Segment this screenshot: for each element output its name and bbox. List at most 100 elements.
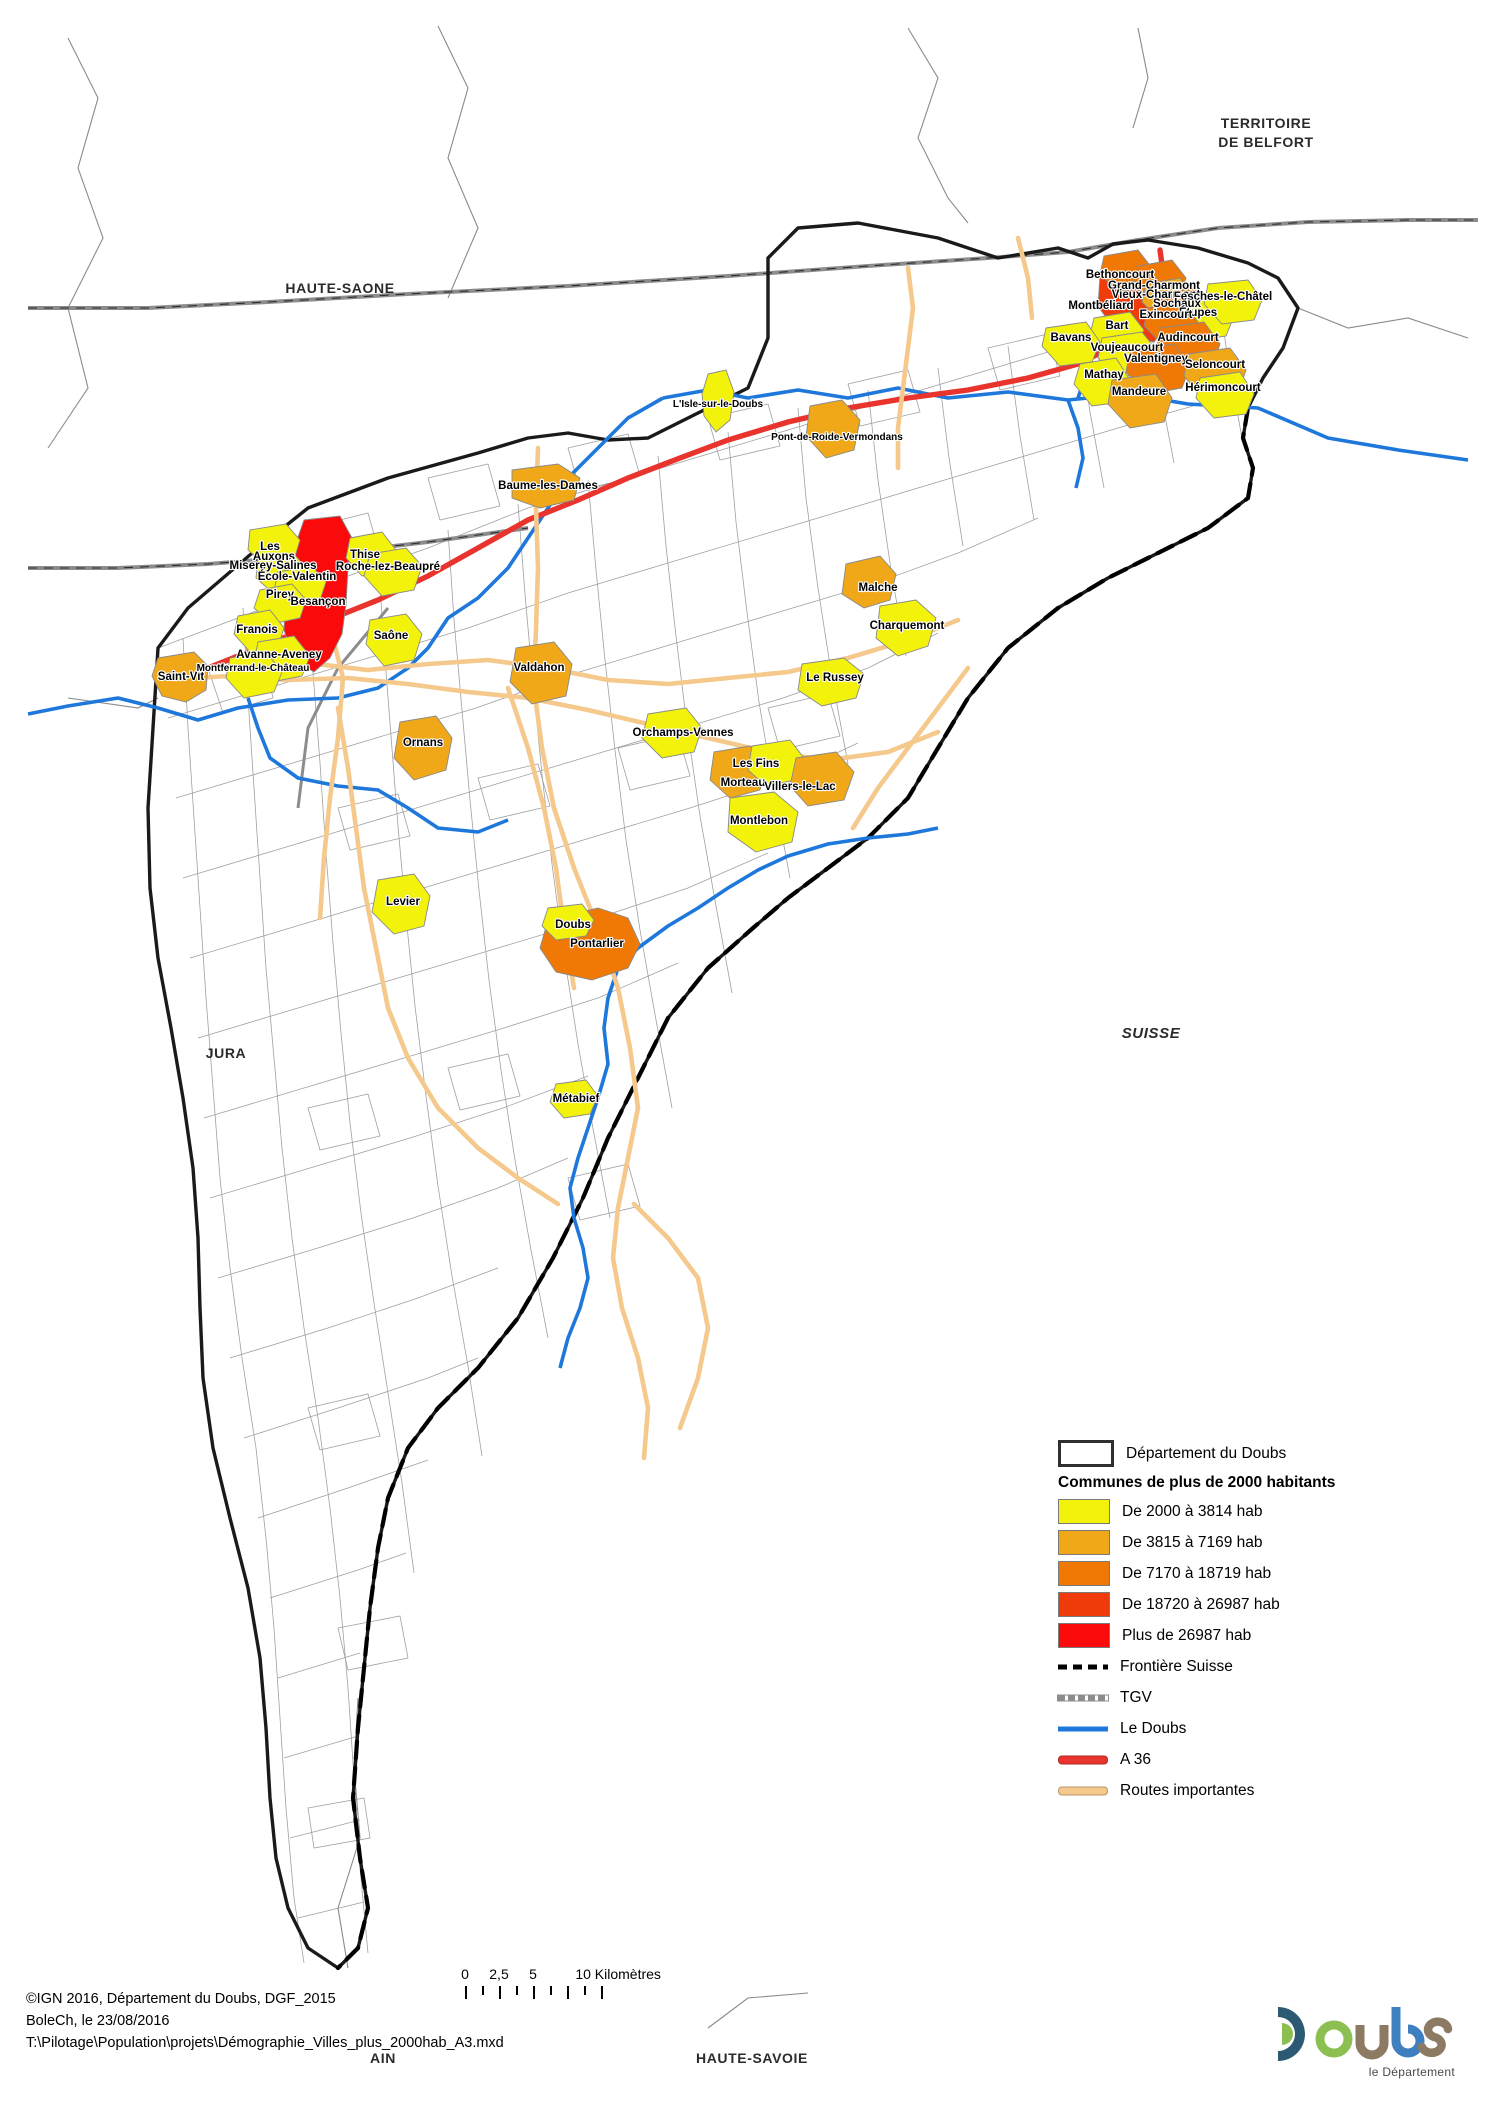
commune-label-saone: Saône [374,630,409,642]
commune-le-russey[interactable] [797,657,865,707]
legend-symbol-routes-importantes [1058,1779,1108,1802]
region-label-haute-savoie: HAUTE-SAVOIE [696,2050,808,2066]
commune-label-auxons: Auxons [253,551,295,563]
scale-tick-6 [567,1986,569,1999]
commune-label-malche: Malche [859,582,898,594]
commune-label-exincourt: Exincourt [1139,309,1192,321]
commune-label-mathay: Mathay [1084,369,1124,381]
legend-class-list: De 2000 à 3814 hab De 3815 à 7169 hab De 7… [1058,1496,1358,1651]
commune-label-bart: Bart [1105,320,1128,332]
commune-ornans[interactable] [393,715,453,781]
legend-row-de-7170-a-18719-hab: De 7170 à 18719 hab [1058,1558,1358,1589]
doubs-map[interactable]: BethoncourtGrand-CharmontVieux-CharmontF… [8,8,1487,2107]
legend-row-routes-importantes: Routes importantes [1058,1775,1358,1806]
commune-villers-le-lac[interactable] [789,751,855,807]
commune-roche-lez-beaupre[interactable] [363,547,423,597]
commune-label-audincourt: Audincourt [1157,332,1218,344]
scale-tick-1 [482,1986,484,1995]
region-label-suisse: SUISSE [1122,1025,1181,1042]
scale-tick-4 [533,1986,535,1999]
commune-label-montlebon: Montlebon [730,815,788,827]
commune-metabief[interactable] [549,1079,599,1119]
commune-label-vieux-charmont: Vieux-Charmont [1112,289,1201,301]
legend-row-le-doubs: Le Doubs [1058,1713,1358,1744]
commune-label-fesches-le-chatel: Fesches-le-Châtel [1174,291,1272,303]
commune-label-besancon: Besançon [291,596,346,608]
commune-charquemont[interactable] [875,599,937,657]
commune-herimoncourt[interactable] [1195,371,1255,419]
commune-label-villers-le-lac: Villers-le-Lac [764,781,836,793]
commune-label-franois: Franois [236,624,278,636]
legend-swatch-de-7170-a-18719-hab [1058,1561,1110,1586]
scale-bar: 0 2,5 5 10 Kilomètres [461,1966,665,2000]
map-credits: ©IGN 2016, Département du Doubs, DGF_201… [26,1988,504,2054]
commune-doubs[interactable] [541,903,595,941]
map-background [8,8,1487,2107]
legend-row-department: Département du Doubs [1058,1438,1358,1469]
scale-tick-label-1: 2,5 [489,1966,509,1982]
commune-label-valentigney: Valentigney [1124,353,1189,365]
legend-label-department: Département du Doubs [1126,1444,1287,1462]
commune-montlebon[interactable] [727,791,799,853]
legend-row-a-36: A 36 [1058,1744,1358,1775]
commune-saint-vit[interactable] [151,651,209,703]
commune-label-l-isle-sur-le-doubs: L'Isle-sur-le-Doubs [673,399,764,410]
commune-levier[interactable] [371,873,431,935]
commune-label-montbeliard: Montbéliard [1068,300,1133,312]
commune-fesches-le-chatel[interactable] [1203,279,1263,325]
scale-bar-ticks [465,1986,665,2000]
scale-tick-label-2: 5 [529,1966,537,1982]
region-label-haute-saone: HAUTE-SAONE [285,280,394,296]
commune-lisle-sur-le-doubs[interactable] [701,369,735,433]
doubs-logo: le Département [1272,2003,1457,2079]
legend-label-frontiere-suisse: Frontière Suisse [1120,1657,1233,1675]
commune-saone[interactable] [365,613,423,667]
region-label-ain: AIN [370,2050,396,2066]
legend-swatch-department [1058,1440,1114,1467]
commune-label-bethoncourt: Bethoncourt [1086,269,1155,281]
legend-row-de-3815-a-7169-hab: De 3815 à 7169 hab [1058,1527,1358,1558]
commune-label-pont-de-roide-vermondans: Pont-de-Roide-Vermondans [771,432,903,443]
commune-label-thise: Thise [350,549,380,561]
legend-label-de-7170-a-18719-hab: De 7170 à 18719 hab [1122,1564,1272,1582]
commune-label-le-russey: Le Russey [806,672,864,684]
commune-label-bavans: Bavans [1051,332,1092,344]
legend-swatch-de-3815-a-7169-hab [1058,1530,1110,1555]
legend-row-tgv: TGV [1057,1682,1358,1713]
commune-label-doubs: Doubs [555,919,591,931]
commune-label-morteau: Morteau [721,777,766,789]
commune-label-metabief: Métabief [553,1093,600,1105]
legend-label-de-18720-a-26987-hab: De 18720 à 26987 hab [1122,1595,1280,1613]
communes-layer[interactable] [151,249,1263,1119]
legend-label-de-3815-a-7169-hab: De 3815 à 7169 hab [1122,1533,1263,1551]
legend-label-de-2000-a-3814-hab: De 2000 à 3814 hab [1122,1502,1263,1520]
logo-tagline: le Département [1368,2065,1455,2079]
commune-label-etupes: Étupes [1179,306,1217,319]
commune-label-levier: Levier [386,896,420,908]
legend-label-le-doubs: Le Doubs [1120,1719,1187,1737]
legend-row-de-2000-a-3814-hab: De 2000 à 3814 hab [1058,1496,1358,1527]
commune-pont-de-roide-vermondans[interactable] [805,399,861,459]
commune-label-avanne-aveney: Avanne-Aveney [236,649,322,661]
legend-symbol-frontiere-suisse [1058,1655,1108,1678]
commune-label-pontarlier: Pontarlier [570,938,624,950]
commune-label-orchamps-vennes: Orchamps-Vennes [633,727,734,739]
credit-filepath: T:\Pilotage\Population\projets\Démograph… [26,2035,504,2051]
commune-orchamps-vennes[interactable] [641,707,703,759]
scale-tick-2 [499,1986,501,1999]
commune-mandeure[interactable] [1107,373,1173,429]
commune-label-grand-charmont: Grand-Charmont [1108,280,1200,292]
credit-source: ©IGN 2016, Département du Doubs, DGF_201… [26,1991,336,2007]
commune-label-roche-lez-beaupre: Roche-lez-Beaupré [336,561,440,573]
scale-tick-0 [465,1986,467,1999]
scale-tick-3 [516,1986,518,1995]
commune-label-les-fins: Les Fins [733,758,780,770]
region-label-territoire-de-belfort: DE BELFORT [1218,134,1313,150]
commune-label-voujeaucourt: Voujeaucourt [1091,342,1164,354]
commune-baume-les-dames[interactable] [511,463,581,509]
commune-valdahon[interactable] [509,641,573,705]
commune-montferrand-le-chateau[interactable] [225,651,283,699]
legend-label-tgv: TGV [1120,1688,1152,1706]
commune-maiche[interactable] [841,555,897,609]
scale-tick-label-3: 10 Kilomètres [575,1966,661,1982]
